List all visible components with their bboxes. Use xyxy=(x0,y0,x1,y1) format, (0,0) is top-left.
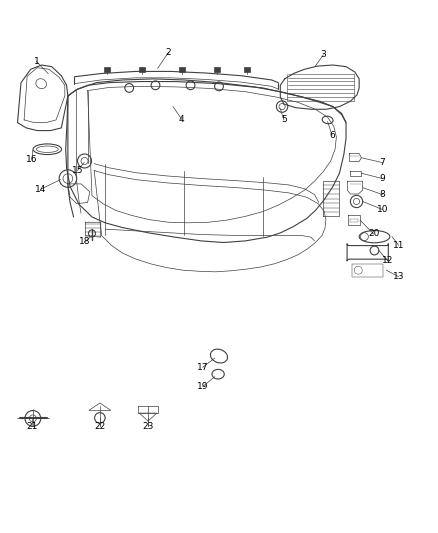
Bar xyxy=(104,67,110,72)
Text: 1: 1 xyxy=(33,57,39,66)
Text: 13: 13 xyxy=(393,272,404,281)
Text: 8: 8 xyxy=(379,190,385,199)
Text: 18: 18 xyxy=(79,238,90,246)
Text: 22: 22 xyxy=(94,422,106,431)
Text: 11: 11 xyxy=(393,241,404,249)
Text: 14: 14 xyxy=(35,185,46,193)
Text: 4: 4 xyxy=(179,115,184,124)
Text: 17: 17 xyxy=(197,363,208,372)
Bar xyxy=(139,67,145,72)
Text: 5: 5 xyxy=(281,116,287,124)
Text: 6: 6 xyxy=(329,131,335,140)
Text: 9: 9 xyxy=(379,174,385,183)
Text: 16: 16 xyxy=(26,156,38,164)
Text: 15: 15 xyxy=(72,166,83,175)
Text: 10: 10 xyxy=(377,205,388,214)
Text: 19: 19 xyxy=(197,382,208,391)
Text: 20: 20 xyxy=(368,230,379,238)
Text: 23: 23 xyxy=(142,422,154,431)
Text: 3: 3 xyxy=(320,51,326,59)
Bar xyxy=(214,67,220,72)
Text: 7: 7 xyxy=(379,158,385,167)
Bar xyxy=(244,67,251,72)
Text: 21: 21 xyxy=(26,422,38,431)
Text: 2: 2 xyxy=(166,48,171,56)
Bar xyxy=(179,67,185,72)
Text: 12: 12 xyxy=(382,256,393,265)
